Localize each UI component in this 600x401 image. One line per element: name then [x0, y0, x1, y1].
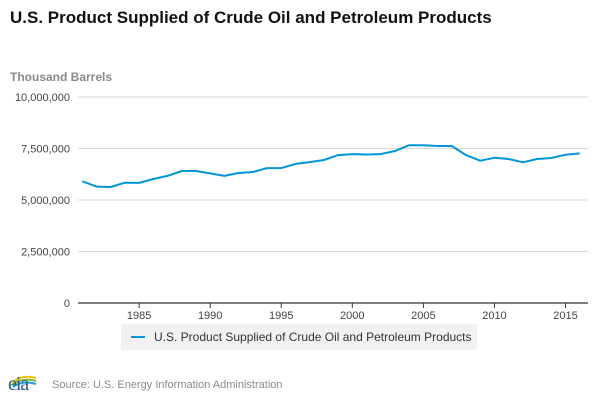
x-tick-label: 1995 [269, 310, 293, 322]
data-point[interactable] [220, 172, 228, 180]
y-tick-label: 2,500,000 [21, 247, 70, 259]
y-tick-label: 7,500,000 [21, 144, 70, 156]
data-point[interactable] [263, 164, 271, 172]
data-point[interactable] [519, 158, 527, 166]
data-point[interactable] [78, 177, 86, 185]
data-point[interactable] [164, 172, 172, 180]
data-point[interactable] [121, 179, 129, 187]
data-point[interactable] [462, 151, 470, 159]
source-text: Source: U.S. Energy Information Administ… [52, 379, 283, 391]
data-point[interactable] [149, 175, 157, 183]
data-point[interactable] [505, 155, 513, 163]
x-tick-label: 2015 [553, 310, 577, 322]
data-point[interactable] [490, 154, 498, 162]
y-tick-label: 10,000,000 [15, 92, 70, 104]
data-point[interactable] [377, 150, 385, 158]
y-tick-label: 0 [64, 298, 70, 310]
x-tick-label: 1990 [198, 310, 222, 322]
y-tick-label: 5,000,000 [21, 195, 70, 207]
x-tick-label: 2005 [411, 310, 435, 322]
legend[interactable]: U.S. Product Supplied of Crude Oil and P… [121, 324, 477, 350]
footer: eia Source: U.S. Energy Information Admi… [8, 373, 283, 396]
series-lines [78, 141, 584, 191]
gridlines [78, 96, 588, 252]
data-point[interactable] [434, 142, 442, 150]
data-point[interactable] [334, 151, 342, 159]
series-line[interactable] [81, 144, 580, 188]
data-point[interactable] [92, 183, 100, 191]
data-point[interactable] [107, 183, 115, 191]
data-point[interactable] [348, 150, 356, 158]
x-tick-label: 2010 [482, 310, 506, 322]
eia-logo-swoosh-icon [11, 375, 37, 388]
data-point[interactable] [576, 149, 584, 157]
data-point[interactable] [320, 156, 328, 164]
data-point[interactable] [562, 151, 570, 159]
data-point[interactable] [405, 141, 413, 149]
data-point[interactable] [277, 164, 285, 172]
data-point[interactable] [291, 160, 299, 168]
data-point[interactable] [192, 167, 200, 175]
data-point[interactable] [448, 142, 456, 150]
data-point[interactable] [547, 154, 555, 162]
y-axis-ticks: 0 2,500,000 5,000,000 7,500,000 10,000,000 [15, 92, 70, 310]
data-point[interactable] [476, 157, 484, 165]
x-tick-label: 2000 [340, 310, 364, 322]
data-point[interactable] [363, 150, 371, 158]
data-point[interactable] [391, 147, 399, 155]
data-point[interactable] [533, 155, 541, 163]
x-tick-label: 1985 [127, 310, 151, 322]
legend-swatch [131, 336, 145, 338]
eia-logo-text: eia [8, 373, 29, 395]
legend-label: U.S. Product Supplied of Crude Oil and P… [154, 330, 472, 344]
x-axis: 1985 1990 1995 2000 2005 2010 2015 [78, 302, 588, 322]
data-point[interactable] [206, 169, 214, 177]
data-point[interactable] [249, 168, 257, 176]
data-point[interactable] [178, 167, 186, 175]
data-point[interactable] [135, 179, 143, 187]
y-axis-label: Thousand Barrels [10, 70, 113, 84]
data-point[interactable] [235, 169, 243, 177]
eia-logo: eia [8, 373, 40, 396]
data-point[interactable] [419, 141, 427, 149]
chart-title: U.S. Product Supplied of Crude Oil and P… [10, 8, 492, 27]
data-point[interactable] [306, 158, 314, 166]
